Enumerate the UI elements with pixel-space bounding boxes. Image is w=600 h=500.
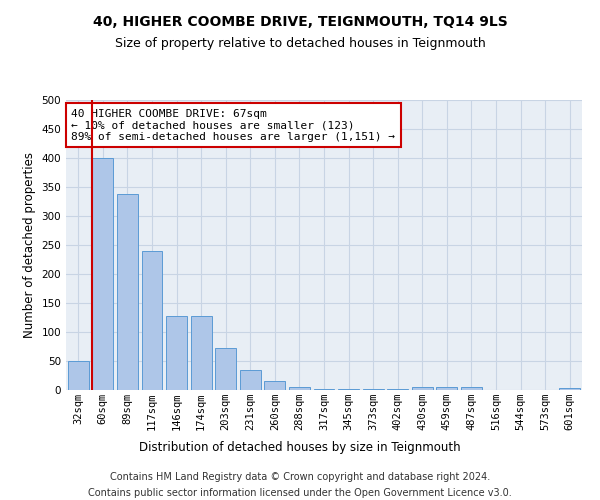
Text: Contains public sector information licensed under the Open Government Licence v3: Contains public sector information licen…	[88, 488, 512, 498]
Bar	[240, 370, 261, 390]
Bar	[191, 316, 212, 390]
Text: 40, HIGHER COOMBE DRIVE, TEIGNMOUTH, TQ14 9LS: 40, HIGHER COOMBE DRIVE, TEIGNMOUTH, TQ1…	[92, 15, 508, 29]
Y-axis label: Number of detached properties: Number of detached properties	[23, 152, 36, 338]
Text: Size of property relative to detached houses in Teignmouth: Size of property relative to detached ho…	[115, 38, 485, 51]
Bar	[92, 158, 113, 390]
Bar	[314, 389, 334, 390]
Bar	[436, 387, 457, 390]
Bar	[559, 388, 580, 390]
Bar	[215, 348, 236, 390]
Bar	[289, 387, 310, 390]
Text: 40 HIGHER COOMBE DRIVE: 67sqm
← 10% of detached houses are smaller (123)
89% of : 40 HIGHER COOMBE DRIVE: 67sqm ← 10% of d…	[71, 108, 395, 142]
Bar	[338, 389, 359, 390]
Bar	[362, 389, 383, 390]
Bar	[265, 380, 286, 390]
Bar	[68, 361, 89, 390]
Text: Contains HM Land Registry data © Crown copyright and database right 2024.: Contains HM Land Registry data © Crown c…	[110, 472, 490, 482]
Bar	[412, 387, 433, 390]
Bar	[461, 387, 482, 390]
Bar	[166, 316, 187, 390]
Bar	[117, 194, 138, 390]
Text: Distribution of detached houses by size in Teignmouth: Distribution of detached houses by size …	[139, 441, 461, 454]
Bar	[142, 251, 163, 390]
